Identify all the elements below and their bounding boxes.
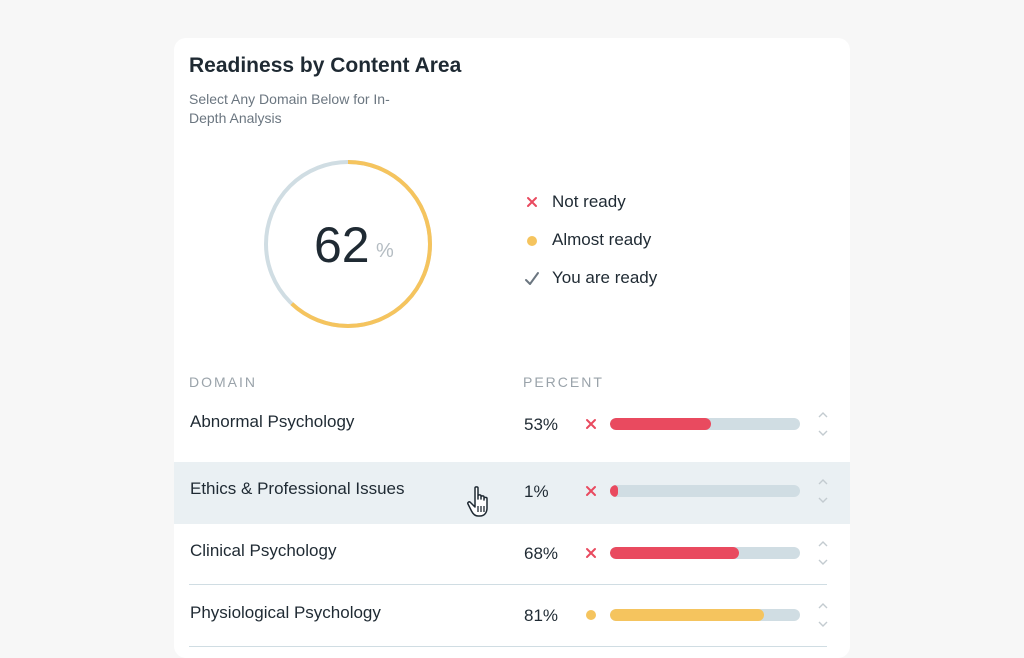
sort-chevrons-icon[interactable] [816,409,830,439]
domain-percent: 81% [524,606,559,625]
progress-bar [610,609,800,621]
progress-bar-fill [610,418,711,430]
domain-name: Physiological Psychology [190,603,381,622]
hand-pointer-cursor-icon [467,486,488,517]
gauge-fill [264,160,432,328]
domain-name: Clinical Psychology [190,541,337,560]
legend-label: You are ready [552,268,658,287]
legend-label: Almost ready [552,230,652,249]
progress-bar-fill [610,609,764,621]
dot-icon [527,236,537,246]
progress-bar [610,485,800,497]
table-row[interactable]: Clinical Psychology 68% [174,524,850,586]
domain-percent: 68% [524,544,559,563]
x-icon [586,548,596,558]
card-subtitle: Select Any Domain Below for In-Depth Ana… [189,91,390,126]
gauge-value: 62 [314,217,370,273]
dot-icon [586,610,596,620]
column-header-percent: PERCENT [523,374,604,390]
sort-chevrons-icon[interactable] [816,476,830,506]
row-divider [189,584,827,585]
x-icon [586,419,596,429]
progress-bar-fill [610,547,740,559]
progress-bar-fill [610,485,618,497]
check-icon [525,272,539,285]
domain-name: Abnormal Psychology [190,412,355,431]
gauge-unit: % [376,240,394,262]
legend-label: Not ready [552,192,626,211]
readiness-card: Readiness by Content Area Select Any Dom… [174,38,850,658]
sort-chevrons-icon[interactable] [816,538,830,568]
domain-percent: 53% [524,415,559,434]
column-header-domain: DOMAIN [189,374,257,390]
table-row[interactable]: Abnormal Psychology 53% [174,395,850,457]
domain-percent: 1% [524,482,549,501]
table-row[interactable]: Physiological Psychology 81% [174,586,850,648]
x-icon [586,486,596,496]
table-row[interactable]: Ethics & Professional Issues 1% [174,462,850,524]
sort-chevrons-icon[interactable] [816,600,830,630]
domain-name: Ethics & Professional Issues [190,479,405,498]
card-title: Readiness by Content Area [189,54,462,77]
readiness-gauge: 62 % [264,160,432,328]
x-icon [527,197,537,207]
gauge-ring [264,160,432,328]
progress-bar [610,547,800,559]
progress-bar [610,418,800,430]
